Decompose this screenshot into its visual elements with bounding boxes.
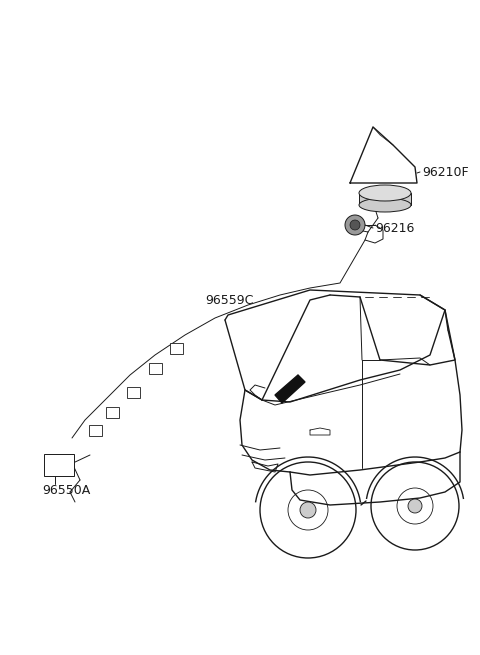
- Circle shape: [350, 220, 360, 230]
- FancyBboxPatch shape: [106, 407, 119, 417]
- FancyBboxPatch shape: [44, 454, 74, 476]
- Circle shape: [345, 215, 365, 235]
- FancyBboxPatch shape: [359, 193, 411, 205]
- FancyBboxPatch shape: [88, 424, 101, 436]
- Circle shape: [300, 502, 316, 518]
- FancyBboxPatch shape: [148, 362, 161, 373]
- FancyBboxPatch shape: [127, 386, 140, 398]
- Ellipse shape: [359, 198, 411, 212]
- Text: 96559C: 96559C: [205, 293, 253, 307]
- FancyBboxPatch shape: [169, 343, 182, 354]
- Text: 96216: 96216: [375, 221, 414, 234]
- Text: 96550A: 96550A: [42, 483, 90, 496]
- Polygon shape: [275, 375, 305, 403]
- Circle shape: [408, 499, 422, 513]
- Text: 96210F: 96210F: [422, 166, 468, 179]
- Ellipse shape: [359, 185, 411, 201]
